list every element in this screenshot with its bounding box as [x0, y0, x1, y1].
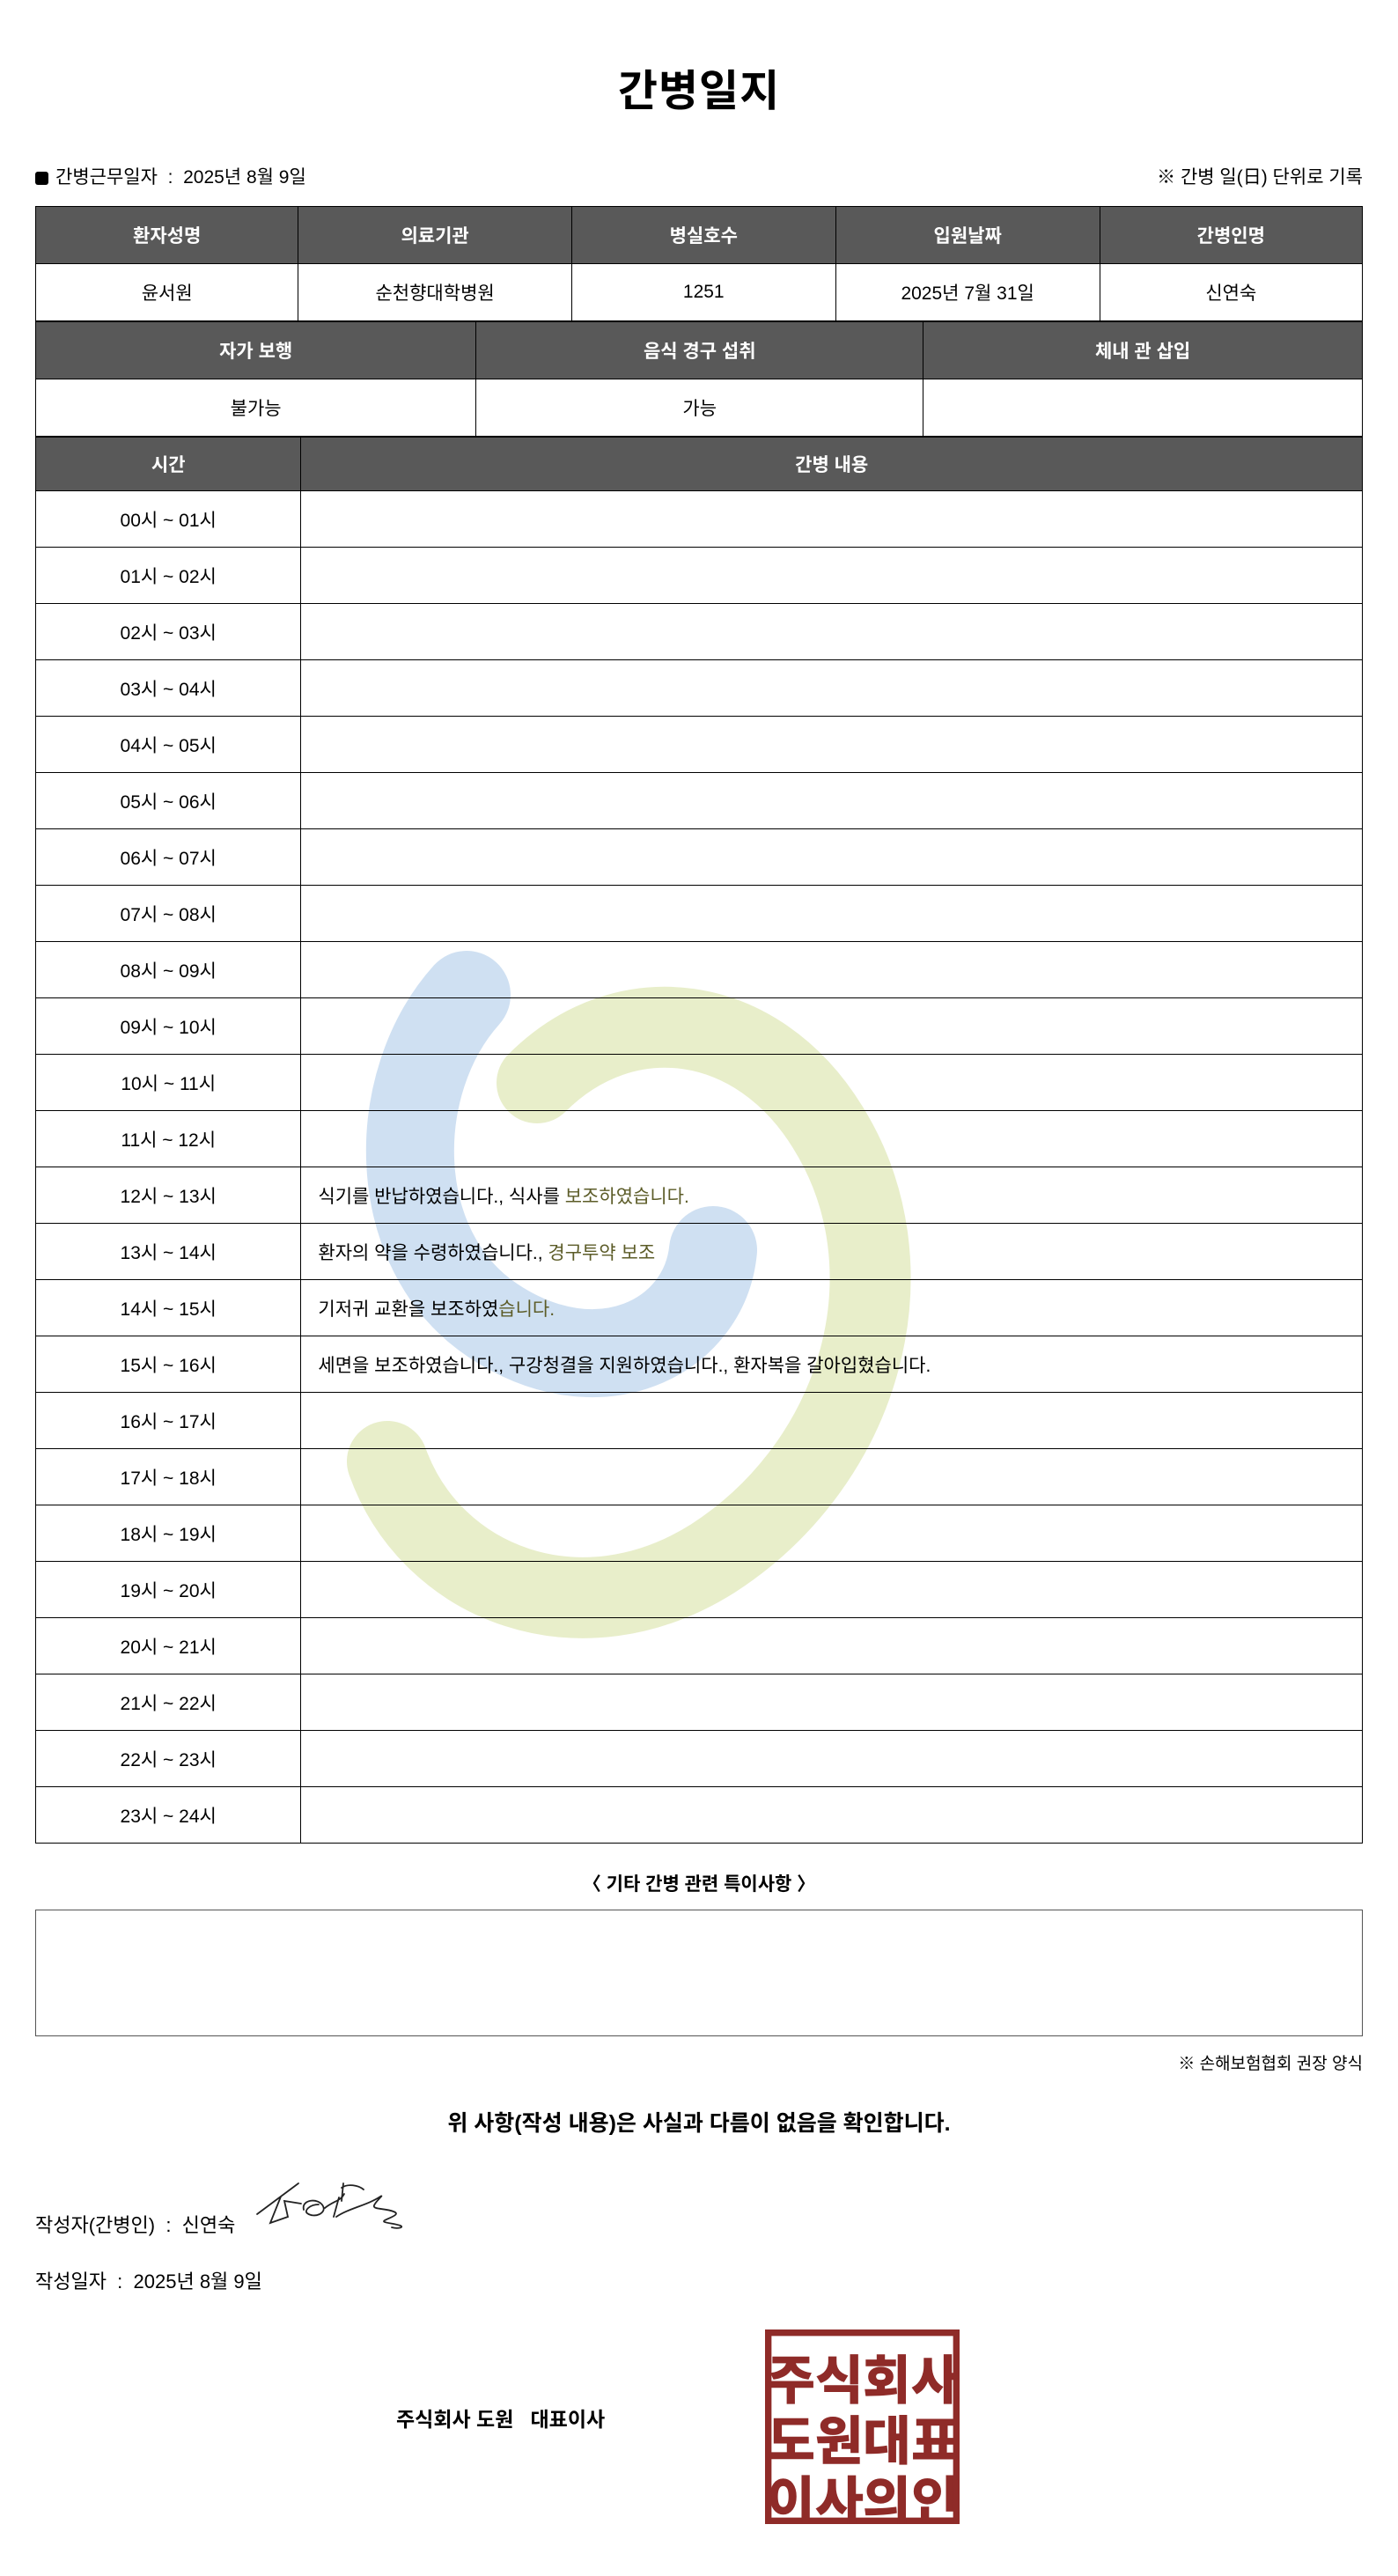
svg-text:사: 사 — [815, 2474, 863, 2524]
svg-text:도: 도 — [767, 2413, 814, 2470]
svg-text:주: 주 — [767, 2353, 814, 2410]
svg-text:원: 원 — [815, 2413, 863, 2470]
svg-text:인: 인 — [911, 2474, 959, 2524]
svg-text:식: 식 — [815, 2353, 863, 2410]
svg-text:이: 이 — [767, 2474, 814, 2524]
svg-text:사: 사 — [911, 2353, 959, 2410]
svg-text:의: 의 — [863, 2474, 910, 2524]
svg-text:대: 대 — [863, 2413, 910, 2470]
svg-text:표: 표 — [911, 2413, 959, 2470]
svg-text:회: 회 — [863, 2353, 910, 2410]
